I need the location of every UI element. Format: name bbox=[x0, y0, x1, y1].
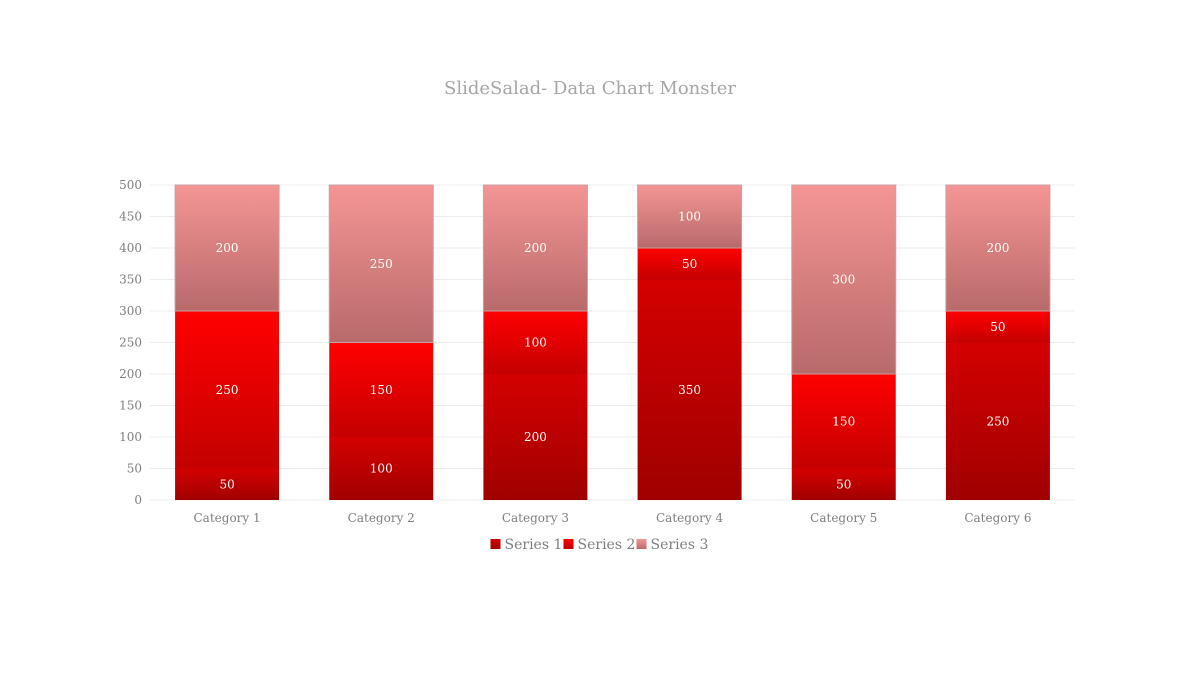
data-label: 150 bbox=[370, 383, 393, 397]
data-label: 50 bbox=[836, 477, 851, 491]
y-tick-label: 200 bbox=[119, 367, 142, 381]
x-tick-label: Category 3 bbox=[502, 511, 569, 525]
y-tick-label: 0 bbox=[134, 493, 142, 507]
data-label: 250 bbox=[216, 383, 239, 397]
bar-segment bbox=[637, 184, 743, 249]
y-tick-label: 350 bbox=[119, 273, 142, 287]
data-label: 50 bbox=[990, 320, 1005, 334]
chart-title: SlideSalad- Data Chart Monster bbox=[444, 78, 736, 99]
data-label: 350 bbox=[678, 383, 701, 397]
y-tick-label: 500 bbox=[119, 178, 142, 192]
y-tick-label: 250 bbox=[119, 336, 142, 350]
data-label: 50 bbox=[219, 477, 234, 491]
bar-segment bbox=[945, 184, 1051, 312]
data-label: 250 bbox=[986, 414, 1009, 428]
data-label: 50 bbox=[682, 257, 697, 271]
y-tick-label: 50 bbox=[127, 462, 142, 476]
bar-segment bbox=[174, 184, 280, 312]
bar-segment bbox=[637, 279, 742, 500]
x-tick-label: Category 6 bbox=[964, 511, 1031, 525]
bar-segment bbox=[945, 342, 1050, 500]
data-label: 200 bbox=[524, 430, 547, 444]
bar-segment bbox=[945, 311, 1050, 343]
data-label: 200 bbox=[524, 241, 547, 255]
bar-segment bbox=[482, 184, 588, 312]
data-label: 250 bbox=[370, 257, 393, 271]
data-label: 100 bbox=[678, 210, 701, 224]
bar-segment bbox=[175, 311, 280, 469]
x-tick-label: Category 1 bbox=[194, 511, 261, 525]
y-tick-label: 400 bbox=[119, 241, 142, 255]
bar-segment bbox=[791, 468, 896, 500]
data-label: 200 bbox=[216, 241, 239, 255]
legend-swatch bbox=[563, 539, 574, 549]
bar-segment bbox=[637, 248, 742, 280]
bars: 50 250 200 100 150 250 200 100 200 350 50 100 50 150 3… bbox=[174, 184, 1051, 500]
y-tick-label: 100 bbox=[119, 430, 142, 444]
x-tick-label: Category 2 bbox=[348, 511, 415, 525]
x-tick-label: Category 5 bbox=[810, 511, 877, 525]
data-label: 300 bbox=[832, 273, 855, 287]
bar-segment bbox=[175, 468, 280, 500]
data-label: 200 bbox=[986, 241, 1009, 255]
data-label: 150 bbox=[832, 414, 855, 428]
bar-segment bbox=[328, 184, 434, 343]
legend: Series 1 Series 2 Series 3 bbox=[490, 537, 709, 553]
bar-segment bbox=[791, 184, 897, 375]
y-tick-label: 300 bbox=[119, 304, 142, 318]
y-axis-tick-labels: 0 50 100 150 200 250 300 350 400 450 500 bbox=[119, 178, 142, 507]
bar-segment bbox=[483, 374, 588, 500]
legend-label: Series 1 bbox=[505, 537, 563, 553]
legend-swatch bbox=[490, 539, 501, 549]
y-tick-label: 450 bbox=[119, 210, 142, 224]
bar-segment bbox=[791, 374, 896, 469]
gridlines bbox=[150, 184, 1075, 501]
legend-label: Series 2 bbox=[578, 537, 636, 553]
bar-segment bbox=[329, 437, 434, 500]
x-tick-label: Category 4 bbox=[656, 511, 723, 525]
bar-segment bbox=[483, 311, 588, 374]
bar-segment bbox=[329, 342, 434, 437]
data-label: 100 bbox=[524, 336, 547, 350]
legend-swatch bbox=[636, 539, 647, 549]
x-axis-tick-labels: Category 1 Category 2 Category 3 Category 4… bbox=[194, 511, 1032, 525]
y-tick-label: 150 bbox=[119, 399, 142, 413]
legend-label: Series 3 bbox=[651, 537, 709, 553]
data-label: 100 bbox=[370, 462, 393, 476]
